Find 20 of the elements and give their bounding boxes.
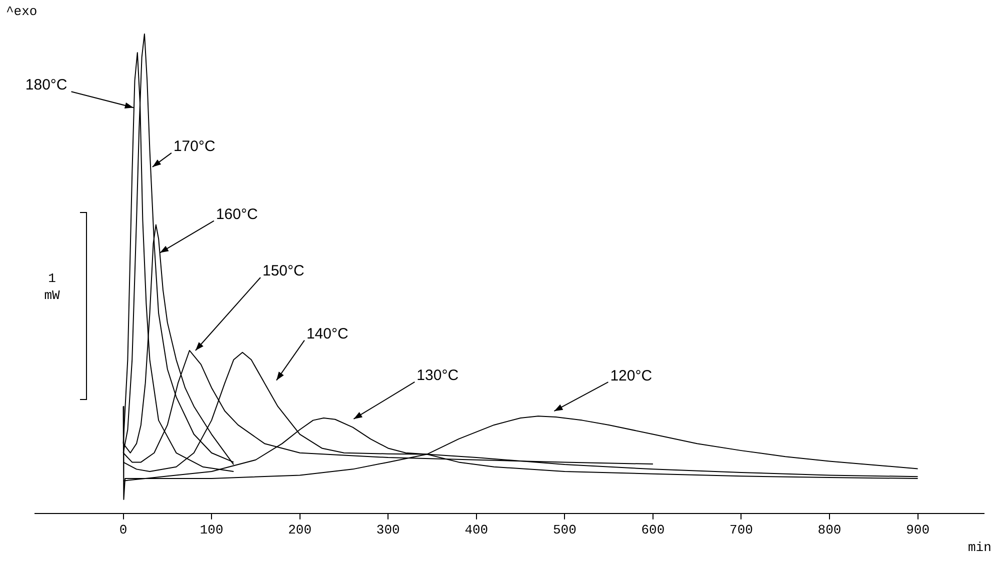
x-tick-label: 400	[464, 522, 488, 538]
text: 130°C	[416, 367, 459, 384]
text: 160°C	[216, 206, 258, 223]
x-tick-label: 700	[730, 522, 753, 538]
series-label: 170°C	[173, 138, 216, 156]
text: 180°C	[25, 76, 68, 94]
x-tick-label: 200	[288, 522, 312, 538]
text: ^exo	[6, 4, 38, 19]
x-tick-label: 600	[641, 522, 665, 538]
x-tick-label: 300	[376, 522, 400, 538]
x-tick-label: 100	[200, 522, 224, 538]
x-axis-title: min	[968, 540, 992, 555]
annotation: 1 mW	[44, 270, 60, 304]
x-tick-label: 900	[906, 522, 930, 538]
text: 140°C	[306, 325, 348, 342]
x-tick-label: 800	[818, 522, 842, 538]
text: 150°C	[262, 262, 305, 280]
x-tick-label: 0	[119, 522, 128, 538]
text: 120°C	[610, 367, 652, 384]
x-tick-label: 500	[552, 522, 576, 538]
